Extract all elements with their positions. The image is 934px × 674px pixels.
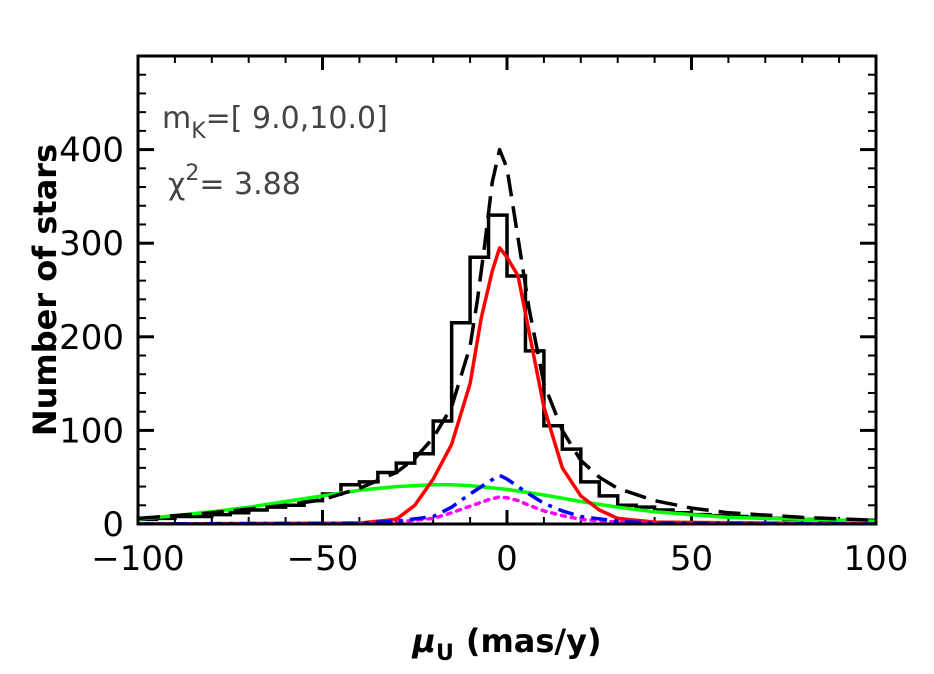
x-tick-label: 0 (496, 539, 518, 579)
series-total-model (138, 147, 876, 523)
y-axis-title: Number of stars (26, 144, 64, 436)
x-axis-symbol: μ (411, 622, 436, 660)
y-tick-label: 100 (59, 411, 124, 451)
chi-superscript: 2 (185, 161, 199, 186)
histogram-observed (138, 213, 876, 523)
magnitude-range-annotation: mK=[ 9.0,10.0] (162, 101, 388, 144)
x-tick-label: −100 (91, 539, 184, 579)
series-red (138, 246, 876, 524)
y-tick-label: 300 (59, 224, 124, 264)
plot-frame (136, 54, 878, 526)
chi-value: = 3.88 (199, 167, 300, 202)
data-layer (138, 147, 876, 524)
x-axis-title: μU (mas/y) (411, 622, 601, 666)
x-tick-label: 100 (844, 539, 909, 579)
series-green (138, 482, 876, 523)
y-tick-label: 400 (59, 131, 124, 171)
mk-value: =[ 9.0,10.0] (206, 101, 388, 136)
y-tick-label: 200 (59, 318, 124, 358)
mk-subscript: K (191, 119, 206, 144)
chi-squared-annotation: χ2= 3.88 (168, 161, 301, 202)
x-tick-label: 50 (670, 539, 713, 579)
series-blue (138, 473, 876, 524)
x-tick-label: −50 (287, 539, 359, 579)
mk-prefix: m (162, 101, 191, 136)
x-axis-subscript: U (436, 641, 454, 666)
tick-labels: −100 −50 0 50 100 0 100 200 300 400 (59, 131, 908, 579)
x-axis-unit: (mas/y) (466, 622, 602, 660)
chi-prefix: χ (168, 167, 185, 202)
y-tick-label: 0 (102, 505, 124, 545)
